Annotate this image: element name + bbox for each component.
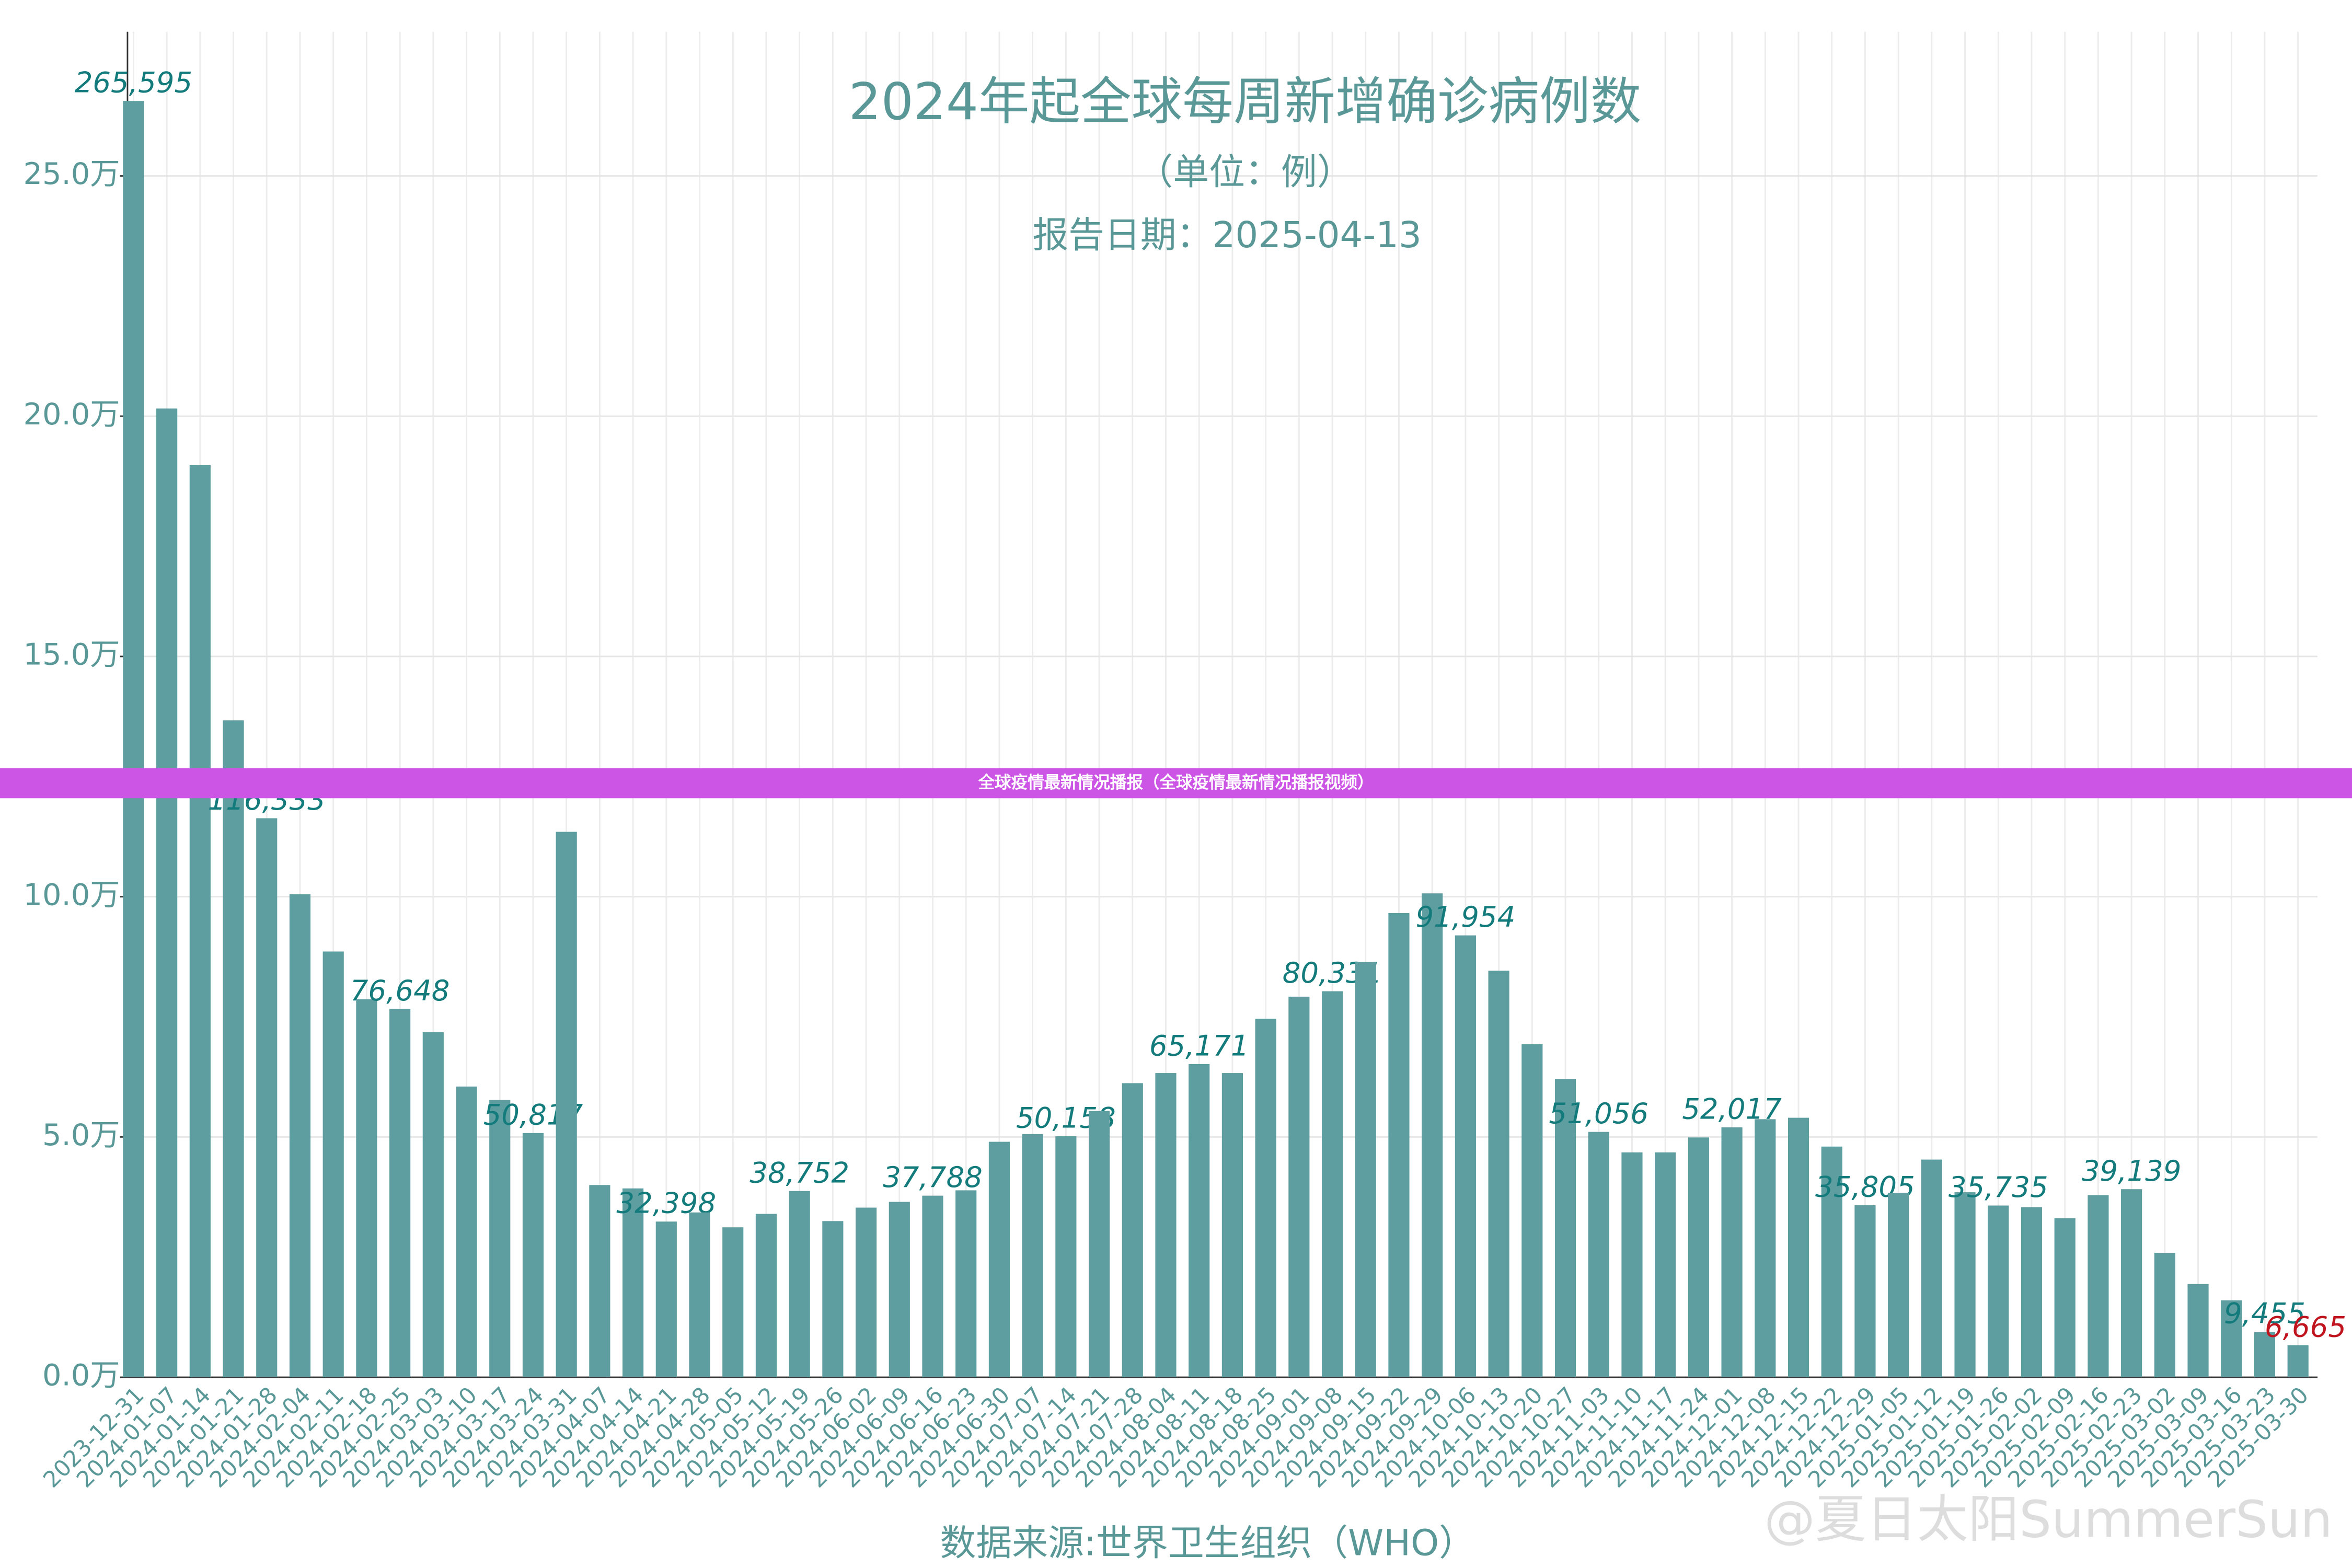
bar	[1988, 1205, 2009, 1378]
bar	[1788, 1117, 1809, 1378]
bar	[123, 101, 144, 1378]
bar	[1088, 1111, 1110, 1378]
bar	[556, 832, 577, 1378]
bar	[356, 999, 377, 1378]
bar	[722, 1227, 744, 1378]
bar	[1022, 1134, 1043, 1378]
bar	[889, 1202, 910, 1378]
bar	[1621, 1152, 1643, 1378]
value-label: 65,171	[1149, 1029, 1249, 1062]
bar	[789, 1191, 810, 1378]
bar	[1488, 971, 1509, 1378]
bar	[755, 1214, 777, 1378]
value-label: 76,648	[350, 974, 450, 1007]
bar	[1255, 1019, 1276, 1378]
bar	[988, 1142, 1010, 1378]
value-label: 9,455	[2224, 1297, 2305, 1330]
y-tick-label: 25.0万	[23, 156, 120, 191]
bar	[955, 1190, 977, 1378]
value-label: 37,788	[883, 1160, 983, 1194]
bar	[422, 1032, 444, 1378]
value-label: 35,735	[1949, 1170, 2048, 1204]
bar	[1921, 1159, 1942, 1378]
bar	[1189, 1064, 1210, 1378]
report-date: 报告日期：2025-04-13	[1032, 214, 1421, 256]
bar	[1155, 1073, 1177, 1378]
bar	[1888, 1192, 1909, 1378]
y-tick-label: 10.0万	[23, 877, 120, 912]
bar	[456, 1086, 477, 1378]
y-tick-label: 5.0万	[42, 1117, 120, 1152]
bar	[1355, 962, 1376, 1378]
bar	[922, 1195, 943, 1378]
bar	[2187, 1284, 2209, 1378]
bar	[1588, 1132, 1609, 1378]
chart-subtitle: （单位：例）	[1137, 151, 1353, 193]
bar	[1554, 1079, 1576, 1378]
bar	[589, 1185, 610, 1378]
bar	[1422, 893, 1443, 1378]
y-tick-label: 0.0万	[42, 1358, 120, 1393]
bar	[1388, 913, 1410, 1378]
value-label: 51,056	[1549, 1097, 1648, 1130]
bar	[855, 1207, 877, 1378]
bar	[256, 818, 278, 1378]
banner-text: 全球疫情最新情况播报（全球疫情最新情况播报视频）	[977, 773, 1374, 792]
bar	[2021, 1207, 2043, 1378]
bar	[1655, 1152, 1676, 1378]
bar	[2088, 1195, 2109, 1378]
bar	[1321, 991, 1343, 1378]
bar	[2154, 1252, 2175, 1378]
value-label: 38,752	[750, 1156, 849, 1189]
bar	[1288, 996, 1310, 1378]
bar	[1954, 1192, 1976, 1378]
bar	[2054, 1218, 2076, 1378]
bar	[2221, 1300, 2242, 1378]
bar	[1221, 1073, 1243, 1378]
bar	[1854, 1205, 1876, 1378]
bar	[1521, 1044, 1543, 1378]
bar	[2287, 1345, 2309, 1378]
chart-title: 2024年起全球每周新增确诊病例数	[849, 72, 1642, 132]
bar	[689, 1212, 710, 1378]
bar	[622, 1188, 644, 1378]
bar	[1455, 935, 1476, 1378]
bar	[2121, 1189, 2142, 1378]
bar	[1821, 1146, 1842, 1378]
y-tick-label: 20.0万	[23, 397, 120, 432]
bar	[822, 1221, 844, 1378]
watermark: @夏日太阳SummerSun	[1764, 1490, 2332, 1549]
y-tick-label: 15.0万	[23, 637, 120, 672]
bar	[522, 1133, 544, 1378]
source: 数据来源:世界卫生组织（WHO）	[940, 1523, 1475, 1564]
bar	[2254, 1332, 2276, 1378]
bar	[389, 1009, 411, 1378]
bar	[156, 408, 178, 1378]
bar	[1721, 1127, 1743, 1378]
bar	[1755, 1119, 1776, 1378]
bar	[1688, 1137, 1709, 1378]
plot-area: 0.0万5.0万10.0万15.0万20.0万25.0万2023-12-3126…	[23, 31, 2346, 1493]
bar	[322, 951, 344, 1378]
banner-bar	[0, 768, 2352, 799]
bar	[655, 1221, 677, 1378]
bar	[289, 894, 311, 1378]
value-label: 39,139	[2082, 1154, 2182, 1187]
bar	[489, 1100, 511, 1378]
value-label: 6,665	[2265, 1310, 2346, 1343]
value-label: 91,954	[1416, 900, 1516, 933]
bar	[189, 465, 211, 1378]
bar	[223, 720, 244, 1378]
value-label: 265,595	[75, 66, 192, 99]
bar	[1122, 1083, 1143, 1378]
bar	[1055, 1136, 1077, 1378]
